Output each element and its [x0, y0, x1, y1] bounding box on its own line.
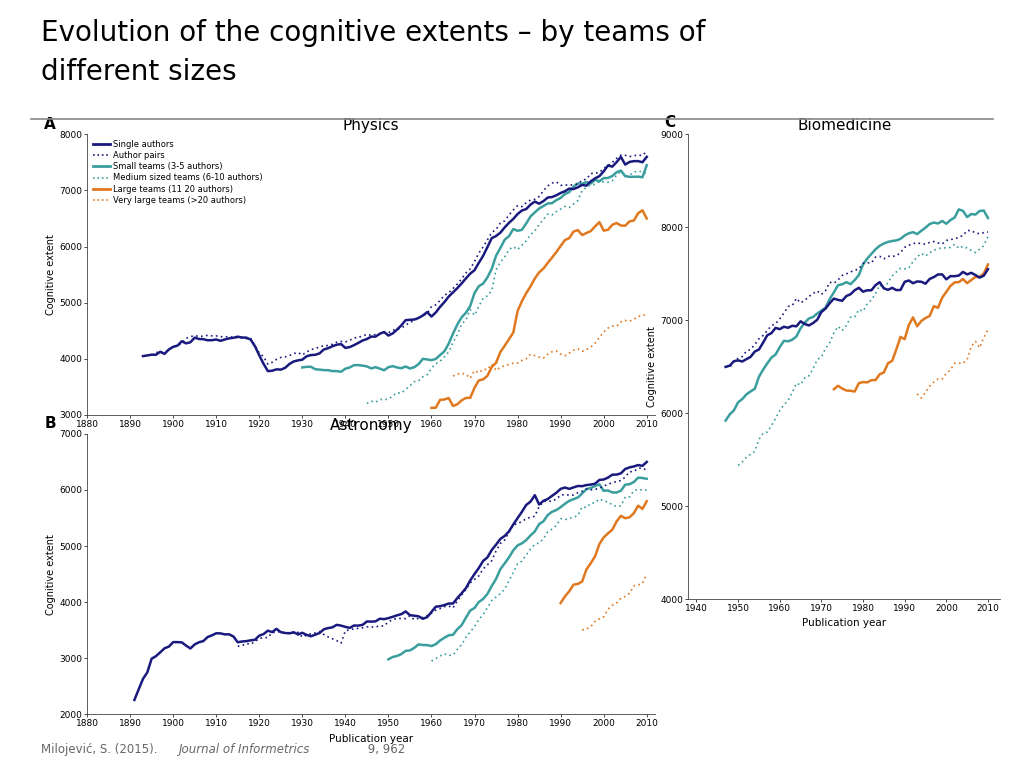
Text: C: C — [665, 114, 676, 130]
Text: different sizes: different sizes — [41, 58, 237, 85]
Text: Journal of Informetrics: Journal of Informetrics — [179, 743, 310, 756]
Title: Astronomy: Astronomy — [330, 418, 413, 432]
X-axis label: Publication year: Publication year — [329, 733, 414, 743]
X-axis label: Publication year: Publication year — [802, 618, 887, 628]
Title: Physics: Physics — [343, 118, 399, 133]
Y-axis label: Cognitive extent: Cognitive extent — [46, 234, 56, 315]
Text: Evolution of the cognitive extents – by teams of: Evolution of the cognitive extents – by … — [41, 19, 706, 47]
Y-axis label: Cognitive extent: Cognitive extent — [647, 326, 657, 407]
Text: A: A — [44, 117, 56, 131]
Legend: Single authors, Author pairs, Small teams (3-5 authors), Medium sized teams (6-1: Single authors, Author pairs, Small team… — [89, 137, 266, 208]
Title: Biomedicine: Biomedicine — [797, 118, 892, 133]
Y-axis label: Cognitive extent: Cognitive extent — [46, 534, 56, 614]
Text: B: B — [44, 416, 56, 431]
Text: 9, 962: 9, 962 — [364, 743, 404, 756]
Text: Milojević, S. (2015).: Milojević, S. (2015). — [41, 743, 161, 756]
